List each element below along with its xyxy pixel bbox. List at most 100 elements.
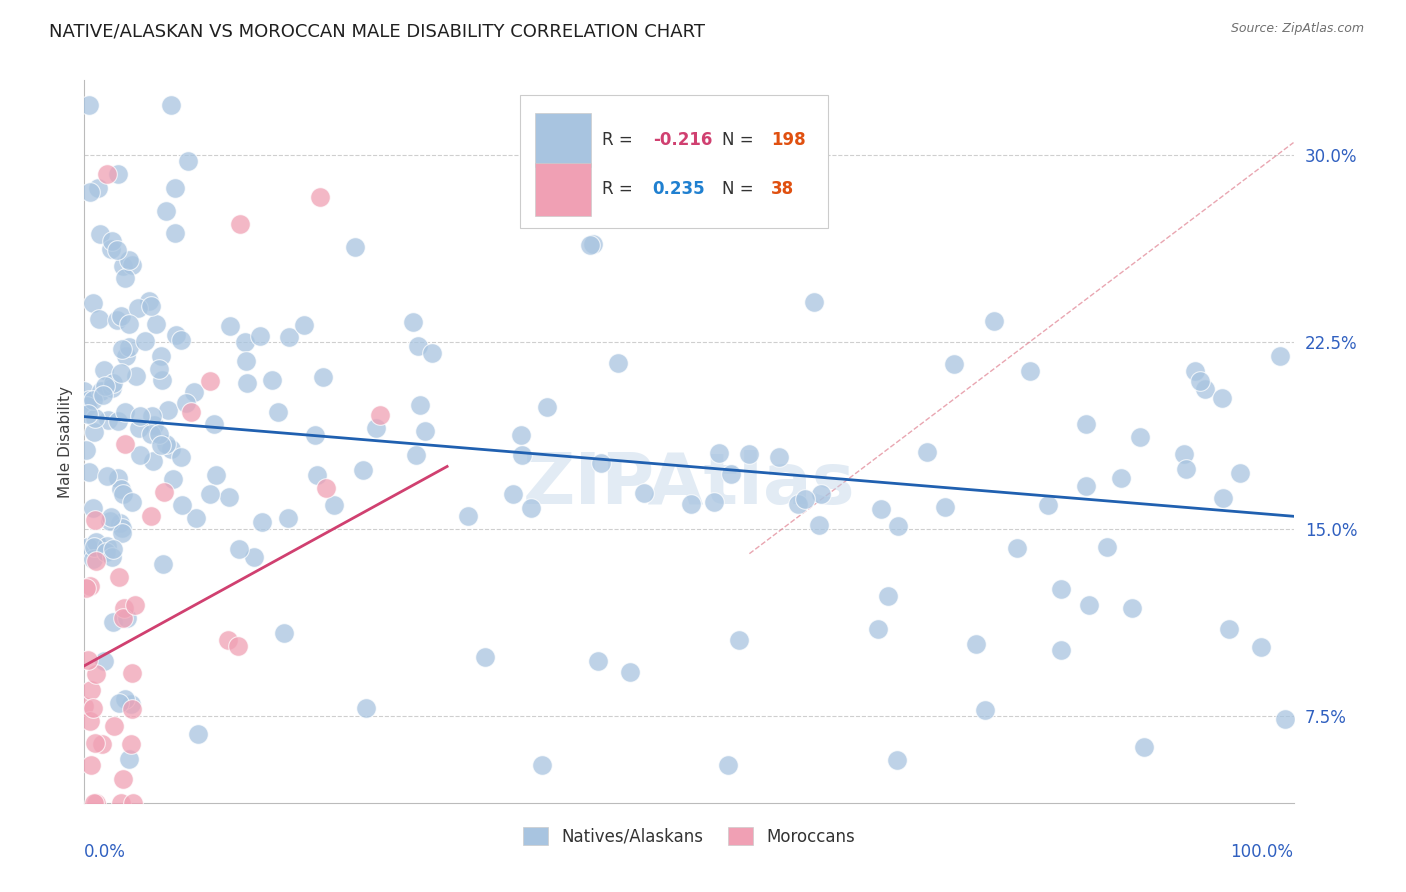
Point	[155, 436, 177, 450]
Point	[121, 702, 143, 716]
Point	[520, 500, 543, 515]
Point	[619, 665, 641, 680]
Point	[262, 373, 284, 387]
Point	[792, 206, 814, 220]
Point	[86, 535, 108, 549]
Point	[157, 402, 180, 417]
Point	[141, 298, 163, 312]
Point	[183, 385, 205, 400]
Point	[111, 521, 134, 535]
Point	[607, 356, 630, 370]
Point	[1128, 430, 1150, 444]
Point	[1218, 622, 1240, 636]
Point	[120, 737, 142, 751]
Point	[174, 396, 197, 410]
Point	[474, 649, 496, 664]
Point	[1174, 461, 1197, 475]
Point	[309, 190, 332, 204]
Point	[787, 497, 810, 511]
Point	[114, 404, 136, 418]
Point	[112, 611, 135, 625]
Point	[589, 456, 612, 470]
Text: 38: 38	[770, 180, 794, 198]
Point	[1050, 642, 1073, 657]
Point	[292, 318, 315, 333]
Point	[82, 700, 104, 714]
Point	[141, 426, 163, 441]
Point	[77, 653, 100, 667]
Point	[1005, 541, 1028, 555]
Point	[77, 393, 100, 408]
Point	[217, 632, 239, 647]
Point	[165, 226, 187, 240]
Point	[110, 796, 132, 810]
Point	[179, 405, 201, 419]
Point	[79, 714, 101, 728]
Point	[148, 362, 170, 376]
Point	[103, 376, 125, 390]
Point	[83, 425, 105, 439]
Point	[141, 409, 163, 424]
Point	[1212, 491, 1234, 506]
Point	[103, 719, 125, 733]
Point	[117, 611, 139, 625]
Point	[162, 472, 184, 486]
Point	[202, 417, 225, 431]
Point	[100, 509, 122, 524]
Point	[1274, 712, 1296, 726]
Point	[229, 218, 252, 232]
Point	[509, 428, 531, 442]
Point	[84, 796, 107, 810]
Point	[124, 599, 146, 613]
Point	[107, 414, 129, 428]
Point	[405, 448, 427, 462]
Point	[97, 413, 120, 427]
Point	[87, 181, 110, 195]
Point	[267, 405, 290, 419]
Text: ZIPAtlas: ZIPAtlas	[523, 450, 855, 519]
Point	[273, 626, 295, 640]
Point	[502, 487, 524, 501]
Point	[530, 758, 553, 772]
FancyBboxPatch shape	[536, 162, 591, 216]
Point	[277, 511, 299, 525]
Point	[118, 752, 141, 766]
Point	[1188, 374, 1211, 388]
Point	[73, 384, 96, 398]
Point	[142, 418, 165, 433]
Text: 198: 198	[770, 131, 806, 149]
Point	[120, 697, 142, 711]
Point	[93, 362, 115, 376]
Point	[153, 484, 176, 499]
Point	[1229, 467, 1251, 481]
Point	[402, 315, 425, 329]
Point	[170, 499, 193, 513]
Point	[420, 345, 443, 359]
Point	[170, 450, 193, 465]
Point	[536, 401, 558, 415]
Point	[101, 381, 124, 395]
Point	[122, 796, 145, 810]
Point	[110, 526, 132, 541]
Point	[84, 513, 107, 527]
Point	[219, 319, 242, 334]
Point	[934, 500, 956, 515]
Point	[80, 683, 103, 698]
Point	[579, 238, 602, 252]
Point	[510, 448, 533, 462]
FancyBboxPatch shape	[520, 95, 828, 228]
Point	[250, 516, 273, 530]
Point	[304, 428, 326, 442]
Text: N =: N =	[721, 131, 758, 149]
Point	[738, 447, 761, 461]
Point	[965, 637, 987, 651]
Point	[107, 167, 129, 181]
Point	[307, 467, 329, 482]
Point	[1074, 479, 1097, 493]
Point	[1173, 447, 1195, 461]
Point	[121, 665, 143, 680]
Text: R =: R =	[602, 180, 638, 198]
Point	[105, 312, 128, 326]
Point	[139, 509, 162, 524]
Point	[768, 450, 790, 465]
